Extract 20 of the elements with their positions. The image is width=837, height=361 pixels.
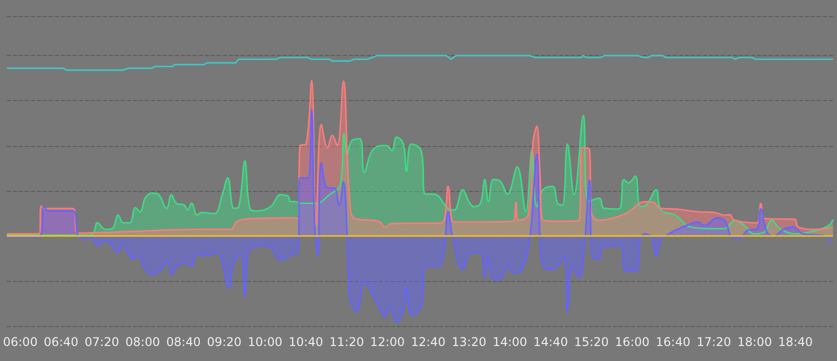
- x-tick-label: 13:20: [452, 335, 486, 349]
- x-tick-label: 14:00: [492, 335, 528, 349]
- x-tick-label: 16:40: [656, 335, 690, 349]
- x-tick-label: 15:20: [574, 335, 609, 349]
- x-tick-label: 18:00: [737, 335, 772, 349]
- x-tick-label: 18:40: [778, 335, 813, 349]
- x-tick-label: 16:00: [614, 335, 650, 349]
- x-tick-label: 10:00: [248, 335, 282, 349]
- x-tick-label: 08:00: [125, 335, 160, 349]
- x-tick-label: 10:40: [288, 335, 324, 349]
- x-tick-label: 17:20: [696, 335, 732, 349]
- x-tick-label: 07:20: [84, 335, 120, 349]
- x-tick-label: 06:00: [2, 335, 38, 349]
- x-tick-label: 12:00: [370, 335, 405, 349]
- x-tick-label: 11:20: [329, 335, 364, 349]
- x-tick-label: 06:40: [44, 335, 78, 349]
- x-tick-label: 08:40: [166, 335, 201, 349]
- x-tick-label: 12:40: [410, 335, 446, 349]
- x-tick-label: 14:40: [533, 335, 568, 349]
- x-tick-label: 09:20: [206, 335, 242, 349]
